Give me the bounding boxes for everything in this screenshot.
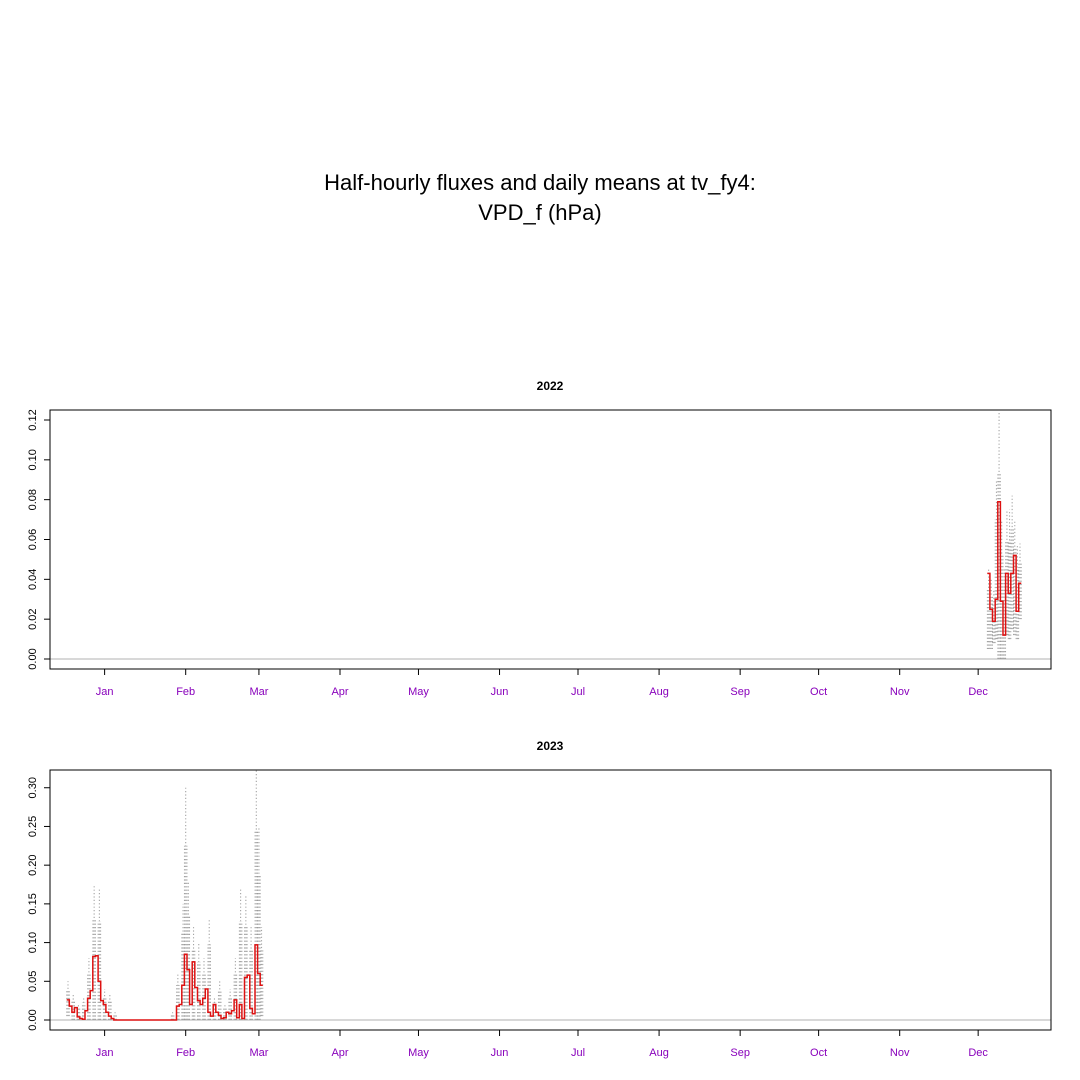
panel-2023: 2023 0.00 0.05 0.10 0.15 0.20 0.25 0.30 Jan Feb Ma… — [27, 739, 1052, 1059]
plot-frame — [49, 409, 1052, 670]
panel-title: 2023 — [537, 739, 564, 753]
month-label: Apr — [331, 686, 348, 698]
month-label: Feb — [176, 686, 195, 698]
main-title: Half-hourly fluxes and daily means at tv… — [0, 168, 1080, 228]
daily-mean-line — [987, 500, 1022, 636]
main-title-line1: Half-hourly fluxes and daily means at tv… — [324, 170, 756, 195]
month-label: May — [408, 686, 429, 698]
daily-mean-line — [66, 944, 263, 1021]
month-label: Oct — [810, 1047, 827, 1059]
y-tick-label: 0.30 — [27, 777, 39, 798]
month-label: Jan — [96, 1047, 114, 1059]
month-label: Nov — [890, 1047, 910, 1059]
month-label: Jun — [491, 1047, 509, 1059]
month-label: Feb — [176, 1047, 195, 1059]
y-tick-label: 0.06 — [27, 529, 39, 550]
month-label: Sep — [730, 1047, 750, 1059]
month-label: Sep — [730, 686, 750, 698]
month-label: Apr — [331, 1047, 348, 1059]
plot-frame — [49, 769, 1052, 1031]
panel-title: 2022 — [537, 379, 564, 393]
y-tick-label: 0.00 — [27, 1009, 39, 1030]
y-tick-label: 0.25 — [27, 816, 39, 837]
month-label: Oct — [810, 686, 827, 698]
month-label: Aug — [649, 686, 669, 698]
y-tick-label: 0.08 — [27, 489, 39, 510]
y-tick-label: 0.10 — [27, 932, 39, 953]
month-label: Jul — [571, 1047, 585, 1059]
panel-2022: 2022 0.00 0.02 0.04 0.06 0.08 0.10 0.12 Jan Feb Ma… — [27, 379, 1052, 698]
y-tick-label: 0.12 — [27, 409, 39, 430]
month-label: Mar — [249, 1047, 268, 1059]
month-label: Jun — [491, 686, 509, 698]
y-tick-label: 0.04 — [27, 569, 39, 590]
month-label: Jul — [571, 686, 585, 698]
month-label: Jan — [96, 686, 114, 698]
y-tick-label: 0.00 — [27, 648, 39, 669]
y-tick-label: 0.15 — [27, 893, 39, 914]
y-tick-label: 0.20 — [27, 854, 39, 875]
month-label: Nov — [890, 686, 910, 698]
main-title-line2: VPD_f (hPa) — [478, 200, 602, 225]
y-tick-label: 0.05 — [27, 971, 39, 992]
month-label: May — [408, 1047, 429, 1059]
month-label: Mar — [249, 686, 268, 698]
month-label: Dec — [968, 686, 988, 698]
y-tick-label: 0.10 — [27, 449, 39, 470]
month-label: Aug — [649, 1047, 669, 1059]
month-label: Dec — [968, 1047, 988, 1059]
y-tick-label: 0.02 — [27, 608, 39, 629]
